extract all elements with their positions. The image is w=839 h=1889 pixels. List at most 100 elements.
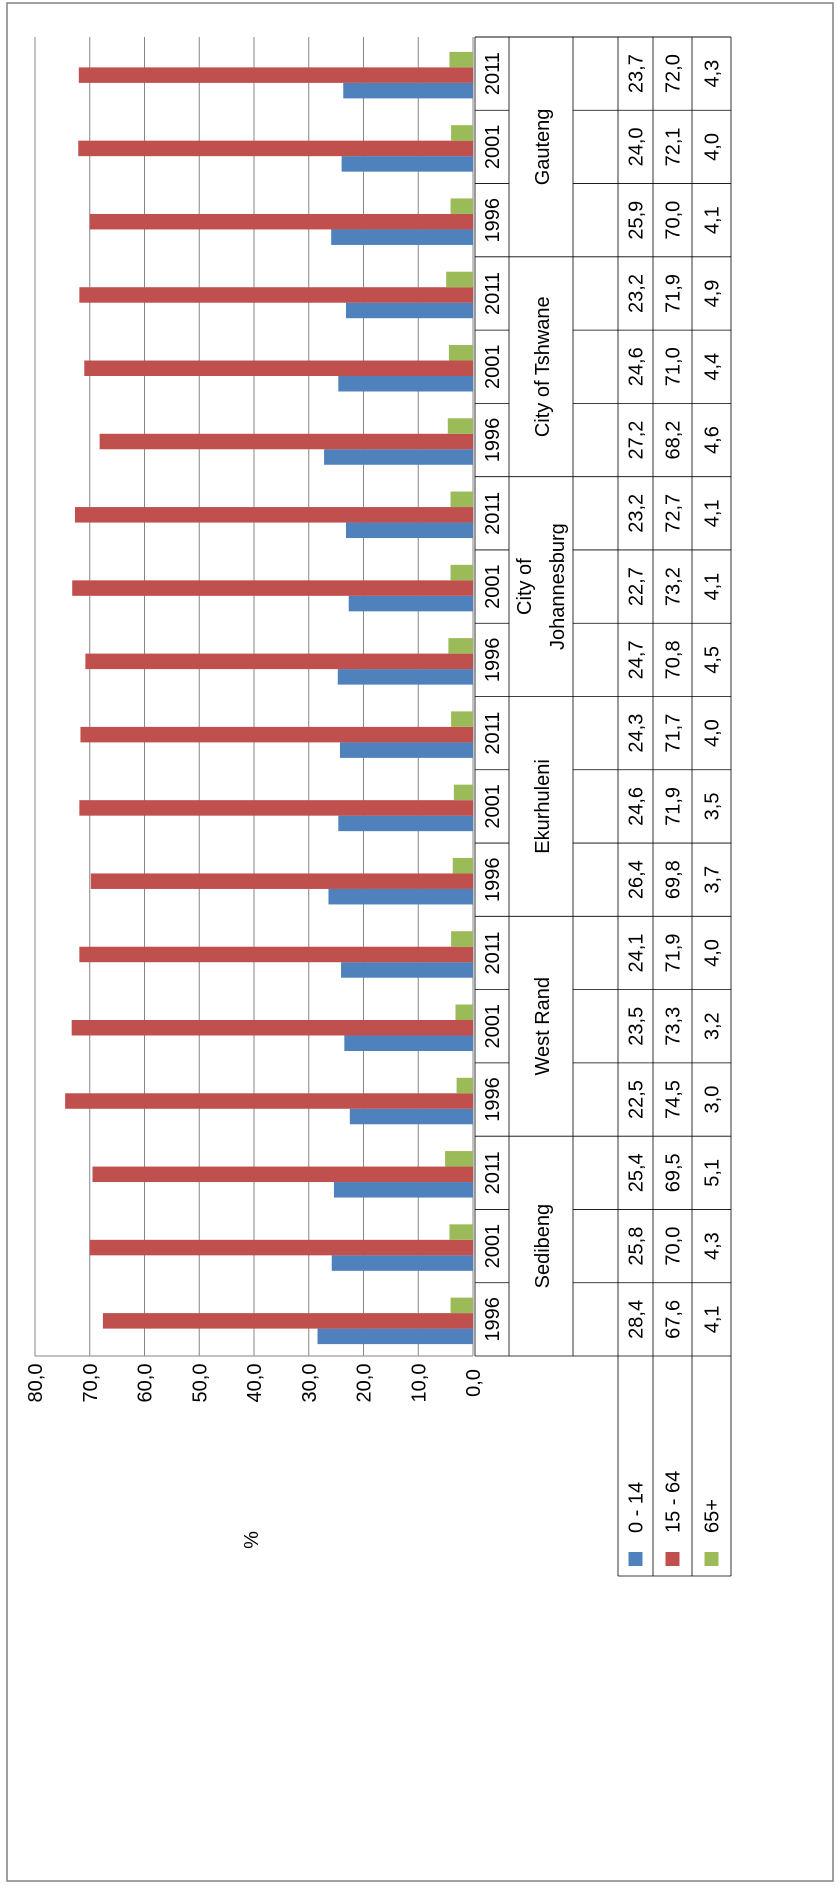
year-label: 2011 xyxy=(482,931,504,974)
legend-label: 65+ xyxy=(702,1499,724,1533)
gridlines xyxy=(34,37,474,1356)
table-value: 74,5 xyxy=(663,1080,685,1119)
year-label: 1996 xyxy=(482,857,504,902)
table-value: 4,3 xyxy=(702,1232,724,1260)
bar xyxy=(99,433,473,450)
year-label: 2001 xyxy=(482,564,504,609)
bar xyxy=(451,711,474,727)
table-value: 4,9 xyxy=(702,280,724,308)
table-value: 4,1 xyxy=(702,206,724,234)
year-label: 2001 xyxy=(482,1004,504,1049)
bar xyxy=(349,1108,473,1125)
table-value: 5,1 xyxy=(702,1159,724,1187)
bar xyxy=(65,1093,474,1109)
table-value: 3,0 xyxy=(702,1086,724,1114)
year-label: 2011 xyxy=(482,712,504,755)
table-value: 71,0 xyxy=(663,347,685,386)
table-value: 70,8 xyxy=(663,640,685,679)
bar xyxy=(450,1297,473,1314)
group-label: Johannesburg xyxy=(547,523,569,650)
bar xyxy=(89,1239,473,1256)
bar xyxy=(331,1255,473,1271)
group-label: Sedibeng xyxy=(532,1204,554,1289)
bar xyxy=(445,1151,474,1167)
bar xyxy=(450,198,473,214)
bar xyxy=(85,653,474,670)
table-value: 23,2 xyxy=(626,494,648,533)
table-value: 25,8 xyxy=(626,1227,648,1266)
year-label: 1996 xyxy=(482,638,504,683)
year-label: 1996 xyxy=(482,418,504,463)
table-value: 4,1 xyxy=(702,1305,724,1333)
bar xyxy=(447,418,474,434)
table-value: 4,0 xyxy=(702,133,724,161)
bar xyxy=(456,1077,474,1094)
bar xyxy=(331,229,474,245)
y-tick-label: 50,0 xyxy=(189,1364,211,1403)
table-value: 28,4 xyxy=(626,1300,648,1339)
table-value: 24,0 xyxy=(626,127,648,166)
bar xyxy=(449,51,473,68)
bars xyxy=(65,51,474,1345)
bar xyxy=(341,156,473,172)
y-tick-label: 70,0 xyxy=(80,1364,102,1403)
bar xyxy=(80,726,473,743)
group-label: City of Tshwane xyxy=(532,296,554,437)
table-value: 71,9 xyxy=(663,787,685,826)
table-value: 67,6 xyxy=(663,1300,685,1339)
y-tick-label: 20,0 xyxy=(354,1364,376,1403)
bar xyxy=(450,491,473,508)
legend-label: 15 - 64 xyxy=(663,1471,685,1533)
year-label: 2011 xyxy=(482,272,504,315)
bar xyxy=(339,742,473,758)
bar xyxy=(102,1313,473,1329)
table-value: 73,2 xyxy=(663,567,685,606)
bar xyxy=(450,564,473,581)
table-value: 22,7 xyxy=(626,567,648,606)
table-value: 4,1 xyxy=(702,573,724,601)
table-value: 27,2 xyxy=(626,421,648,460)
bar xyxy=(78,67,474,83)
year-label: 1996 xyxy=(482,1077,504,1122)
table-value: 4,6 xyxy=(702,426,724,454)
bar xyxy=(84,360,474,376)
bar xyxy=(317,1328,474,1345)
year-label: 2001 xyxy=(482,1224,504,1269)
value-axis: 0,0 10,0 20,0 30,0 40,0 50,0 60,0 70,0 80,0% xyxy=(25,1355,485,1549)
table-value: 4,1 xyxy=(702,499,724,527)
bar xyxy=(448,638,473,654)
group-label: Ekurhuleni xyxy=(532,759,554,854)
table-value: 72,1 xyxy=(663,127,685,166)
bar xyxy=(337,669,473,685)
y-tick-label: 10,0 xyxy=(408,1364,430,1403)
bar xyxy=(72,580,473,596)
bar xyxy=(344,1035,473,1051)
table-value: 3,7 xyxy=(702,866,724,894)
table-value: 25,9 xyxy=(626,201,648,240)
table-value: 73,3 xyxy=(663,1007,685,1046)
bar xyxy=(455,1004,474,1020)
y-axis-title: % xyxy=(241,1531,263,1549)
year-label: 2001 xyxy=(482,125,504,170)
table-value: 3,5 xyxy=(702,793,724,821)
bar xyxy=(89,213,473,230)
legend-swatch xyxy=(665,1552,680,1566)
bar xyxy=(328,888,473,905)
bar xyxy=(452,857,473,874)
bar xyxy=(345,302,474,319)
table-value: 71,9 xyxy=(663,274,685,313)
table-value: 69,8 xyxy=(663,860,685,899)
y-tick-label: 60,0 xyxy=(135,1364,157,1403)
y-tick-label: 40,0 xyxy=(244,1364,266,1403)
year-label: 1996 xyxy=(482,1297,504,1342)
group-label: West Rand xyxy=(532,977,554,1076)
table-value: 4,3 xyxy=(702,60,724,88)
legend-swatch xyxy=(628,1552,643,1566)
bar xyxy=(345,522,474,539)
table-value: 26,4 xyxy=(626,860,648,899)
table-value: 25,4 xyxy=(626,1153,648,1192)
y-tick-label: 0,0 xyxy=(463,1369,485,1397)
table-value: 24,1 xyxy=(626,934,648,973)
table-value: 24,3 xyxy=(626,714,648,753)
